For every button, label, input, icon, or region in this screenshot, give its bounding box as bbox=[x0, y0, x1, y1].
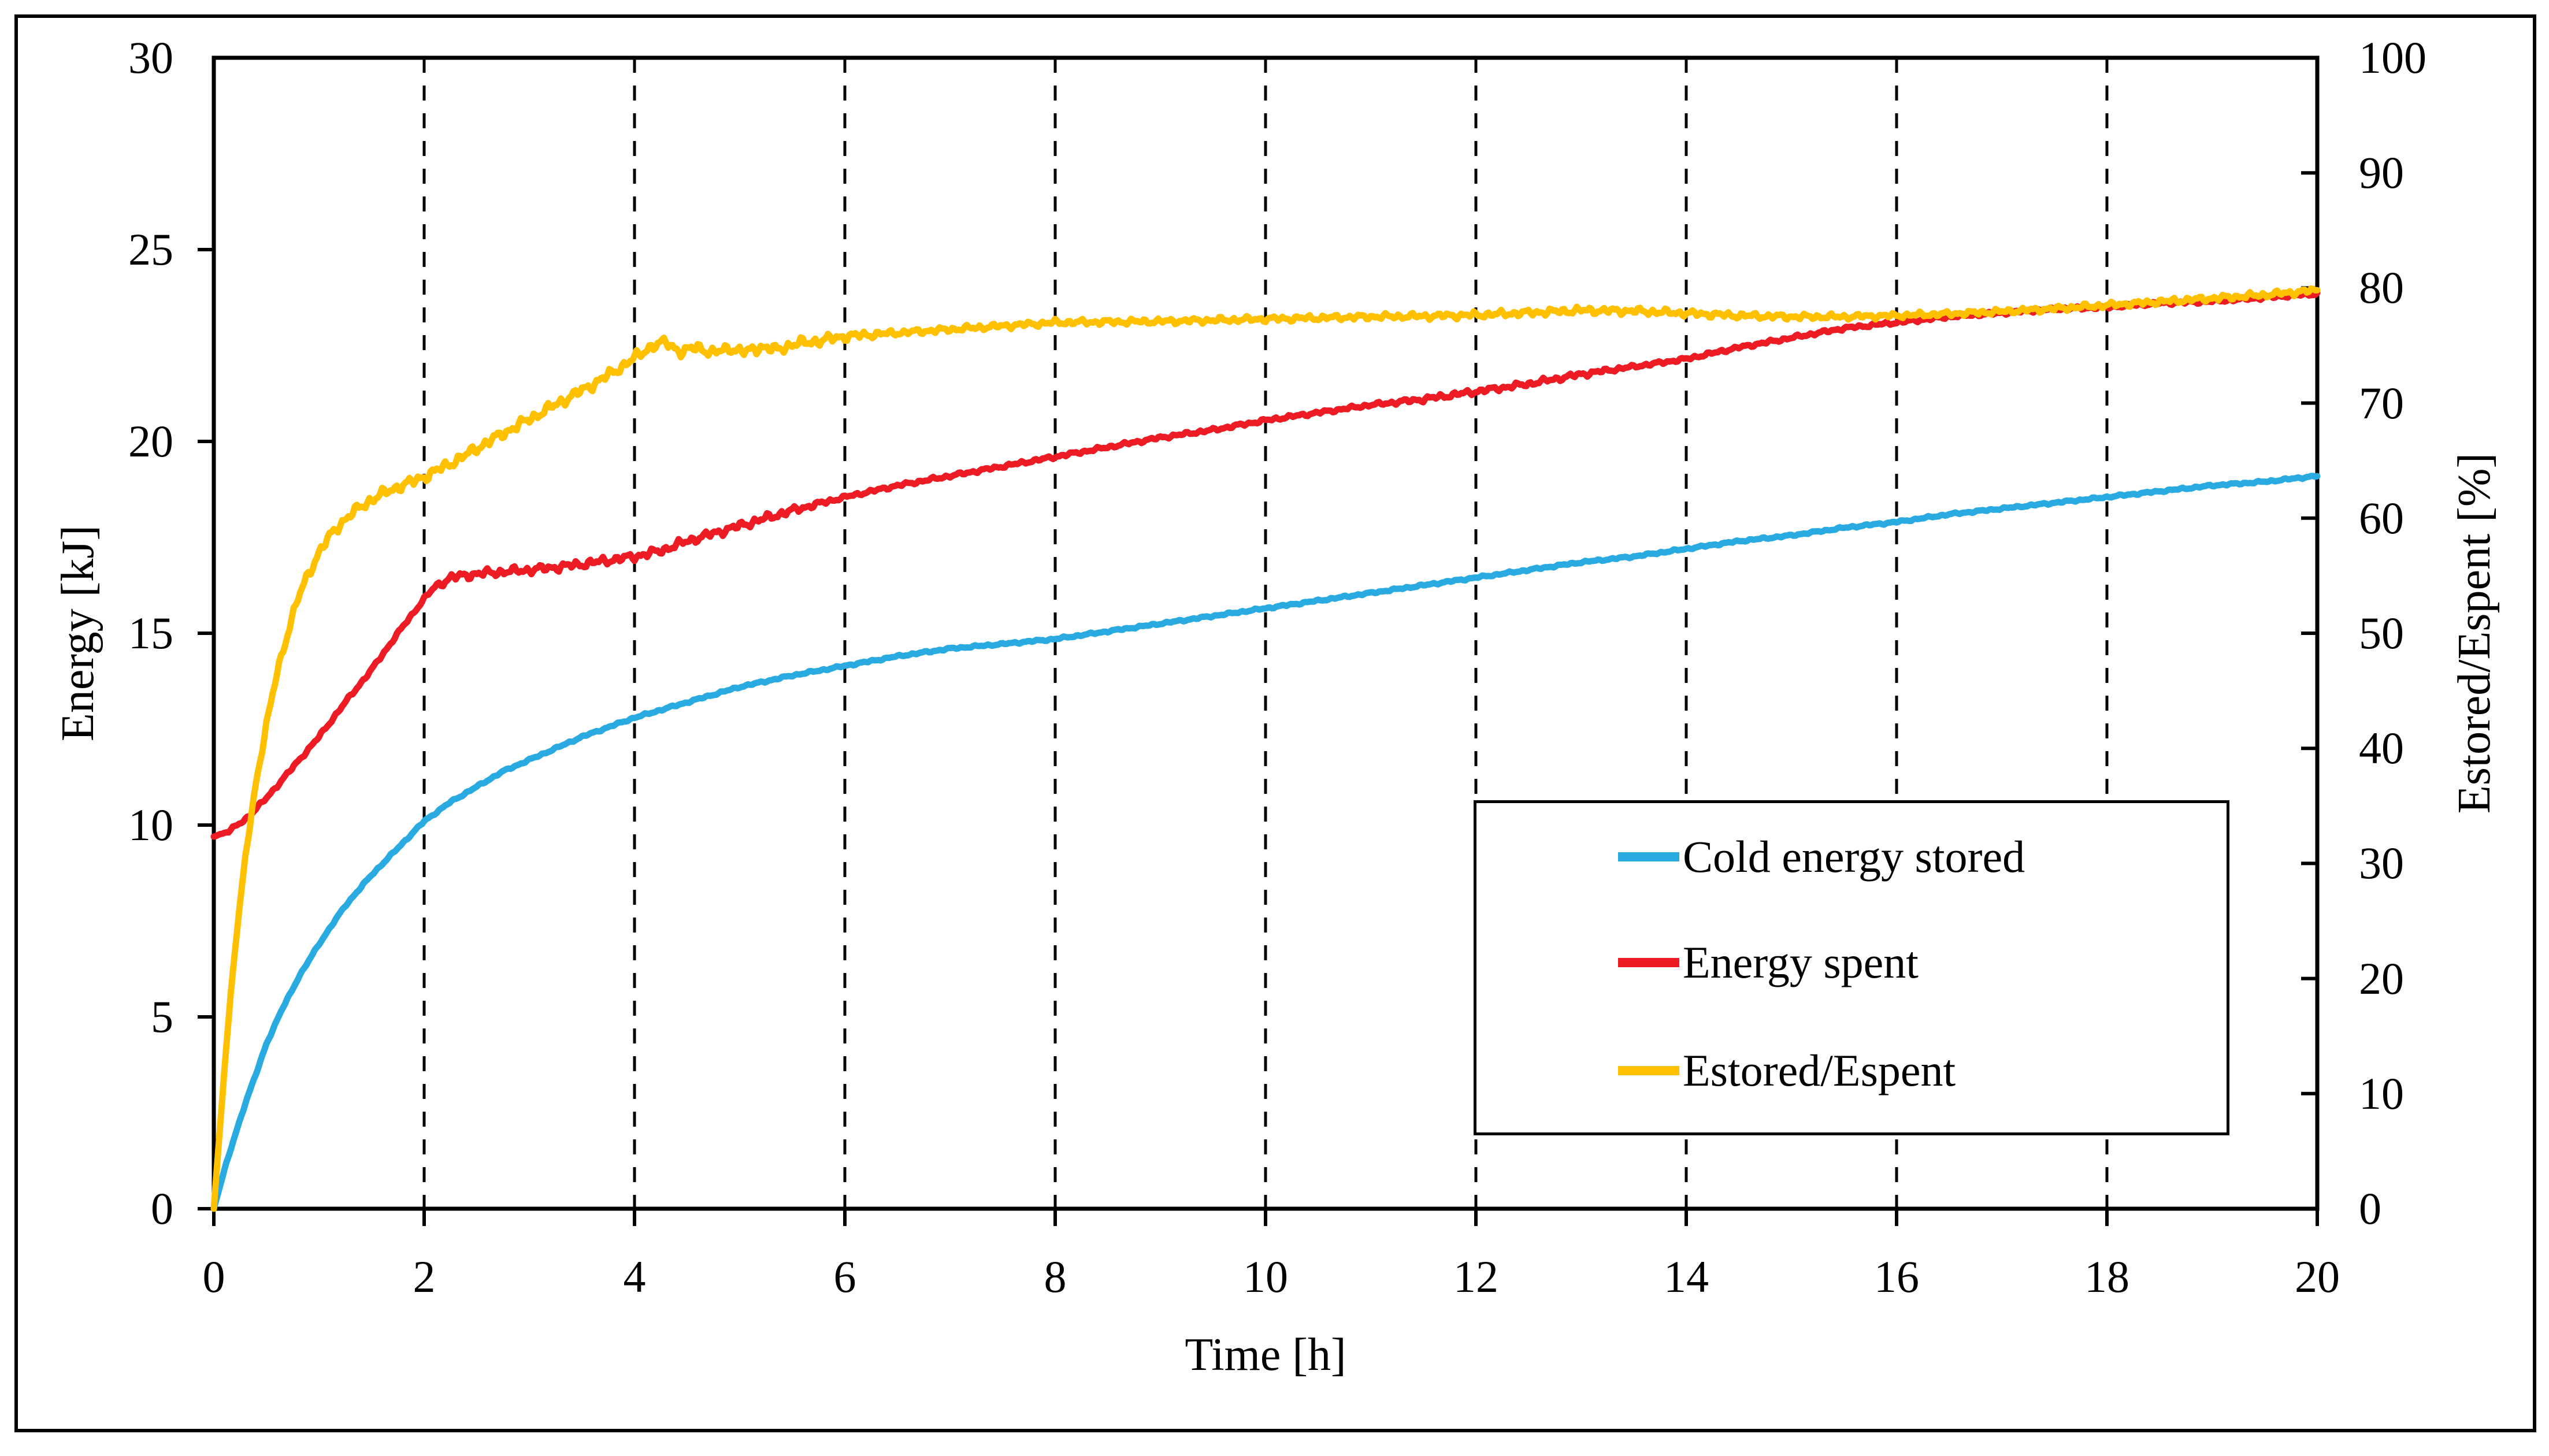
legend-item: Estored/Espent bbox=[1476, 1039, 2227, 1102]
x-tick-label: 10 bbox=[1243, 1251, 1288, 1302]
left-tick-label: 20 bbox=[128, 416, 173, 466]
legend-label: Cold energy stored bbox=[1683, 831, 2025, 882]
right-tick-label: 60 bbox=[2359, 492, 2404, 543]
x-tick-label: 16 bbox=[1874, 1251, 1919, 1302]
right-tick-label: 80 bbox=[2359, 262, 2404, 313]
x-tick-label: 14 bbox=[1664, 1251, 1709, 1302]
x-tick-label: 12 bbox=[1453, 1251, 1498, 1302]
legend-item: Energy spent bbox=[1476, 931, 2227, 994]
legend: Cold energy stored Energy spent Estored/… bbox=[1474, 800, 2229, 1135]
x-tick-label: 2 bbox=[413, 1251, 436, 1302]
legend-item: Cold energy stored bbox=[1476, 825, 2227, 889]
x-tick-label: 6 bbox=[833, 1251, 856, 1302]
right-tick-label: 70 bbox=[2359, 377, 2404, 428]
legend-line-sample-energy-spent bbox=[1618, 958, 1679, 967]
legend-line-sample-estored-espent bbox=[1618, 1066, 1679, 1075]
right-tick-label: 10 bbox=[2359, 1068, 2404, 1119]
legend-line-sample-cold-energy-stored bbox=[1618, 852, 1679, 861]
x-tick-label: 8 bbox=[1044, 1251, 1067, 1302]
legend-label: Estored/Espent bbox=[1683, 1045, 1956, 1095]
right-tick-label: 0 bbox=[2359, 1183, 2381, 1234]
right-tick-label: 30 bbox=[2359, 838, 2404, 889]
left-tick-label: 0 bbox=[151, 1183, 173, 1234]
x-tick-label: 0 bbox=[202, 1251, 225, 1302]
x-tick-label: 20 bbox=[2295, 1251, 2340, 1302]
right-tick-label: 20 bbox=[2359, 953, 2404, 1004]
left-tick-label: 30 bbox=[128, 32, 173, 83]
left-axis-title: Energy [kJ] bbox=[53, 525, 103, 741]
right-axis-title: Estored/Espent [%] bbox=[2449, 452, 2500, 814]
left-tick-label: 10 bbox=[128, 800, 173, 850]
left-tick-label: 25 bbox=[128, 224, 173, 274]
series-line-cold-energy-stored bbox=[210, 473, 2321, 1212]
right-tick-label: 90 bbox=[2359, 147, 2404, 198]
x-axis-title: Time [h] bbox=[1185, 1329, 1346, 1380]
legend-label: Energy spent bbox=[1683, 937, 1919, 987]
left-tick-label: 5 bbox=[151, 991, 173, 1042]
x-tick-label: 18 bbox=[2084, 1251, 2129, 1302]
left-tick-label: 15 bbox=[128, 608, 173, 658]
right-tick-label: 40 bbox=[2359, 723, 2404, 774]
right-tick-label: 50 bbox=[2359, 608, 2404, 658]
figure-border bbox=[14, 14, 2536, 1432]
x-tick-label: 4 bbox=[623, 1251, 646, 1302]
right-tick-label: 100 bbox=[2359, 32, 2426, 83]
series-line-estored-espent bbox=[210, 285, 2321, 1212]
